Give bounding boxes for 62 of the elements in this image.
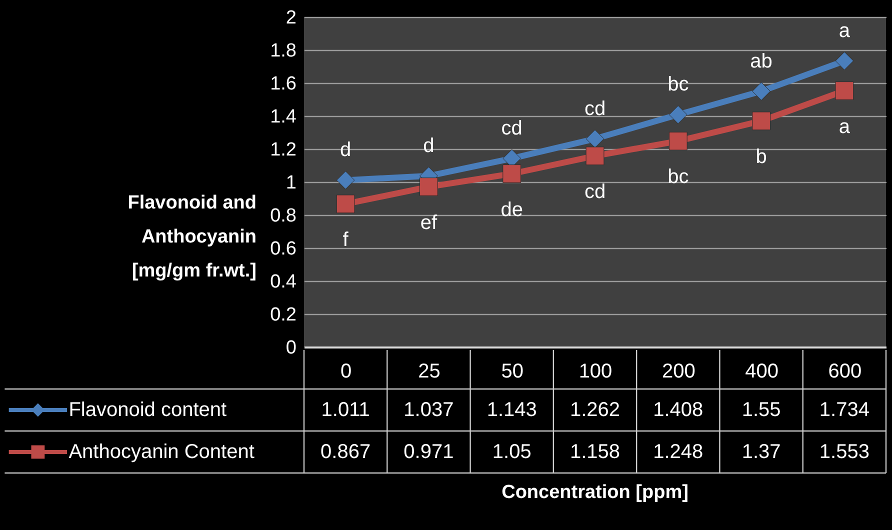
legend-label: Flavonoid content [68, 399, 228, 421]
x-tick-label: 400 [745, 360, 778, 382]
point [420, 178, 438, 196]
y-tick-label: 1 [286, 172, 296, 194]
point [835, 82, 854, 100]
annotation: bc [668, 166, 689, 188]
legend-label: Anthocyanin Content [68, 441, 255, 463]
y-tick-label: 1.8 [270, 40, 296, 62]
annotation: de [500, 198, 523, 221]
point [752, 82, 770, 100]
data-label: 1.011 [321, 399, 370, 421]
x-tick-label: 50 [501, 360, 524, 382]
data-label: 1.05 [492, 441, 532, 463]
annotation: a [838, 116, 851, 138]
annotation: cd [584, 180, 606, 203]
annotation: ef [420, 212, 438, 234]
x-tick-label: 0 [340, 360, 352, 382]
point [336, 170, 355, 190]
point [502, 164, 522, 183]
data-label: 1.55 [742, 399, 781, 421]
data-label: 0.971 [404, 441, 454, 463]
y-tick-label: 0.4 [270, 272, 297, 292]
data-label: 1.37 [742, 441, 781, 463]
x-tick-label: 600 [828, 360, 862, 382]
y-tick-label: 1.2 [270, 140, 296, 160]
data-label: 1.553 [819, 441, 870, 463]
annotation: cd [501, 117, 522, 140]
annotation: d [423, 134, 434, 157]
data-label: 0.867 [320, 441, 371, 463]
x-tick-label: 100 [578, 360, 612, 382]
data-label: 1.158 [570, 441, 620, 463]
annotation: a [838, 20, 851, 42]
y-axis-title: Flavonoid and Anthocyanin [mg/gm fr.wt.] [128, 192, 256, 282]
data-label: 1.037 [404, 399, 454, 421]
y-tick-label: 2 [286, 8, 296, 28]
point [752, 112, 770, 130]
annotation: d [340, 139, 352, 162]
y-tick-label: 1.6 [270, 74, 296, 94]
y-tick-label: 0.8 [270, 206, 296, 226]
annotation: bc [668, 74, 689, 96]
point [668, 132, 688, 150]
data-label: 1.143 [486, 399, 537, 421]
point [586, 130, 604, 148]
y-tick-label: 1.4 [270, 106, 297, 128]
text: Concentration [ppm] [502, 482, 688, 503]
x-tick-label: 25 [418, 360, 440, 382]
data-label: 1.734 [819, 399, 870, 421]
point [835, 52, 854, 70]
data-label: 1.262 [570, 399, 620, 421]
annotation: ab [750, 50, 772, 72]
annotation: f [342, 228, 349, 251]
point [336, 194, 355, 214]
data-label: 1.408 [653, 399, 704, 421]
annotation: cd [584, 98, 606, 120]
annotation: b [756, 146, 767, 168]
data-label: 1.248 [653, 441, 704, 463]
point [586, 146, 604, 166]
y-tick-label: 0.2 [270, 304, 296, 326]
y-tick-label: 0.6 [270, 238, 296, 260]
x-tick-label: 200 [662, 360, 696, 382]
point [668, 105, 688, 124]
y-tick-label: 0 [286, 338, 296, 358]
